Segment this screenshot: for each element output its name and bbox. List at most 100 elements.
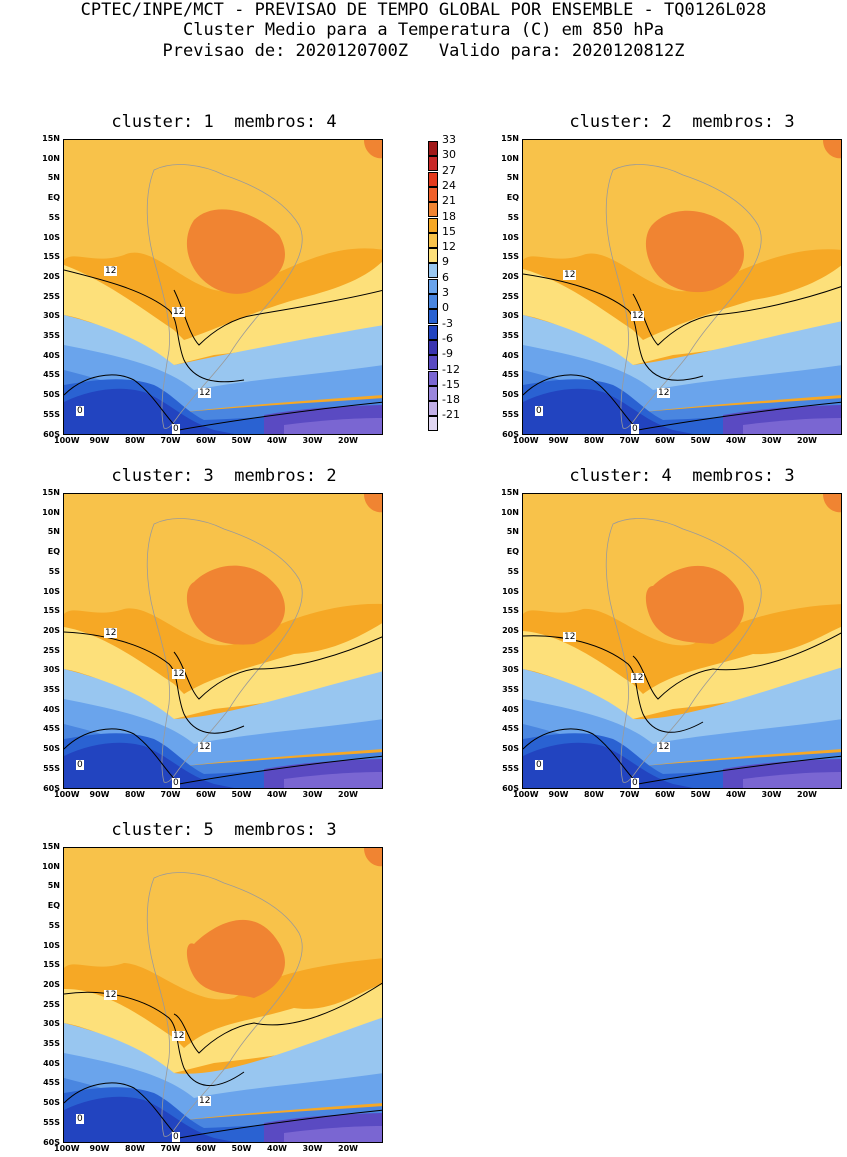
lat-tick-label: 50S [502,390,519,400]
lon-tick-label: 20W [338,790,358,799]
warm-core [645,210,744,293]
lat-tick-label: 30S [43,1019,60,1029]
contour-label-12: 12 [172,307,186,317]
panel-title-cluster-3: cluster: 3 membros: 2 [111,466,337,486]
contour-label-12: 12 [198,1096,212,1106]
colorbar-swatch [428,156,438,172]
lon-tick-label: 70W [619,436,640,445]
colorbar-label: 21 [442,194,456,208]
colorbar: 33 30 27 24 21 18 15 12 9 6 3 0 -3 -6 -9 -12 -15 -18 -21 [428,133,488,443]
lat-tick-label: 5S [48,212,60,222]
colorbar-swatch [428,248,438,264]
lon-tick-label: 70W [160,790,181,799]
temperature-band-9 [743,772,841,788]
temperature-band-2 [64,261,382,365]
lat-tick-label: 10S [502,232,519,242]
colorbar-label: 0 [442,301,449,315]
colorbar-swatch [428,355,438,371]
lon-tick-label: 90W [548,790,569,799]
lat-tick-label: 35S [502,685,519,694]
lon-tick-label: 90W [89,436,110,445]
warm-spot-ne [364,848,382,867]
lat-tick-label: 60S [43,783,60,793]
contour-0 [523,374,841,431]
colorbar-label: -3 [442,316,453,330]
lat-tick-label: 35S [43,685,60,694]
lon-tick-label: 60W [196,1144,216,1153]
lat-tick-label: 60S [43,429,60,439]
lon-tick-label: 100W [54,1144,80,1153]
lat-tick-label: 55S [502,763,519,773]
contour-label-0: 0 [631,424,639,434]
colorbar-swatch [428,416,438,432]
lat-tick-label: 60S [43,1137,60,1147]
contour-0 [64,728,382,785]
colorbar-swatch [428,263,438,279]
contour-label-12: 12 [172,1031,186,1041]
colorbar-label: 18 [442,209,456,223]
contour-label-12: 12 [631,311,645,321]
lat-tick-label: EQ [47,547,60,557]
colorbar-swatch [428,309,438,325]
lat-tick-label: 25S [43,291,60,301]
warm-core [186,565,285,645]
contour-label-12: 12 [172,669,186,679]
lat-tick-label: 15S [43,960,60,970]
lat-tick-label: 25S [43,645,60,655]
lon-tick-label: 90W [89,790,110,799]
colorbar-label: 33 [442,133,456,146]
colorbar-swatch [428,232,438,248]
temperature-band-7 [523,388,693,434]
lat-tick-label: 40S [502,350,519,360]
lon-tick-label: 20W [797,790,817,799]
contour-label-0: 0 [76,1114,84,1124]
contour-label-12: 12 [198,742,212,752]
lat-tick-label: 5N [47,527,60,537]
lat-tick-label: 15S [43,252,60,262]
lat-tick-label: 60S [502,783,519,793]
lat-tick-label: 30S [502,665,519,675]
lat-tick-label: EQ [506,547,519,557]
lat-tick-label: 60S [502,429,519,439]
temperature-map-cluster-2: 12 12 12 0 0 [522,139,842,435]
lon-tick-label: 50W [690,436,711,445]
lon-tick-label: 30W [761,790,782,799]
lat-tick-label: 5N [47,881,60,891]
temperature-band-9 [284,418,382,434]
temperature-map-cluster-3: 12 12 12 0 0 [63,493,383,789]
lon-tick-label: 60W [655,436,675,445]
lat-tick-label: 15N [42,488,60,497]
contour-12-east [632,286,841,346]
contour-12-east [632,632,841,700]
lon-tick-label: 100W [54,436,80,445]
lon-tick-label: 90W [548,436,569,445]
colorbar-swatch [428,278,438,294]
lon-tick-label: 40W [726,790,746,799]
lat-tick-label: 10N [501,507,519,517]
lon-tick-label: 40W [267,436,287,445]
continent-outline [605,164,762,429]
colorbar-swatch [428,324,438,340]
lat-tick-label: 10S [43,232,60,242]
lon-tick-label: 20W [338,436,358,445]
lat-tick-label: 45S [43,370,60,380]
lon-tick-label: 50W [231,436,252,445]
colorbar-swatch [428,370,438,386]
lat-tick-label: 50S [43,390,60,400]
lat-tick-label: 25S [502,291,519,301]
page-title-line1: CPTEC/INPE/MCT - PREVISAO DE TEMPO GLOBA… [80,0,767,20]
lat-tick-label: 30S [43,665,60,675]
lon-tick-label: 70W [160,436,181,445]
temperature-band-7 [64,1096,234,1142]
contour-label-12: 12 [657,742,671,752]
lat-tick-label: EQ [47,901,60,911]
lon-tick-label: 90W [89,1144,110,1153]
colorbar-label: -21 [442,408,460,422]
panel-title-cluster-2: cluster: 2 membros: 3 [569,112,795,132]
warm-core [186,919,285,998]
contour-12-west [523,273,704,381]
lat-tick-label: 55S [43,763,60,773]
lat-tick-label: 10S [43,586,60,596]
lon-tick-label: 60W [196,790,216,799]
warm-spot-ne [364,494,382,513]
